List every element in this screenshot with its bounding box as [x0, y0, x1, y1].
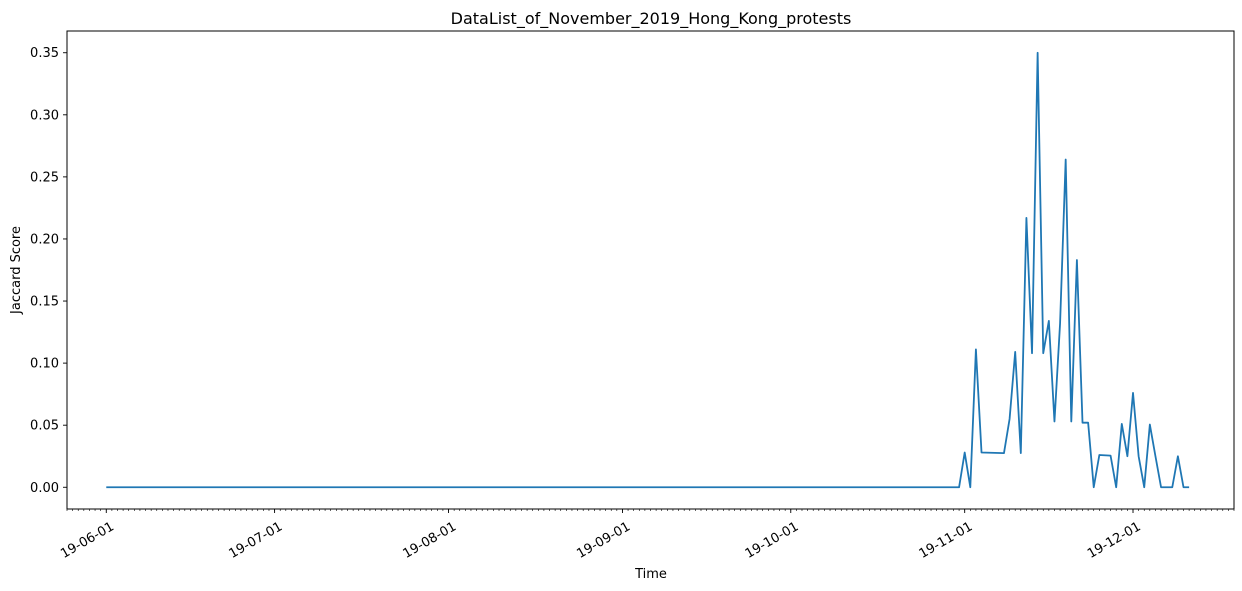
y-tick-label: 0.25 [30, 170, 59, 185]
y-tick-label: 0.00 [30, 481, 59, 496]
y-tick-label: 0.05 [30, 419, 59, 434]
x-axis-label: Time [634, 567, 667, 582]
x-tick-label: 19-07-01 [227, 519, 286, 561]
x-tick-label: 19-12-01 [1085, 519, 1144, 561]
x-tick-label: 19-10-01 [743, 519, 802, 561]
y-tick-label: 0.30 [30, 108, 59, 123]
series-line [106, 51, 1190, 489]
x-tick-label: 19-06-01 [58, 519, 117, 561]
x-axis-ticks: 19-06-01 19-07-01 19-08-01 19-09-01 19-10-01… [58, 509, 1144, 562]
x-minor-ticks [66, 509, 1235, 511]
y-tick-label: 0.10 [30, 357, 59, 372]
y-tick-label: 0.35 [30, 46, 59, 61]
x-tick-label: 19-09-01 [574, 519, 633, 561]
chart-title: DataList_of_November_2019_Hong_Kong_prot… [451, 9, 852, 29]
y-axis-label: Jaccard Score [9, 226, 24, 315]
x-tick-label: 19-08-01 [400, 519, 459, 561]
x-tick-label: 19-11-01 [917, 519, 976, 561]
plot-frame [66, 30, 1235, 510]
y-tick-label: 0.20 [30, 232, 59, 247]
y-axis-ticks: 0.00 0.05 0.10 0.15 0.20 0.25 0.30 0.35 [30, 46, 67, 496]
y-tick-label: 0.15 [30, 295, 59, 310]
